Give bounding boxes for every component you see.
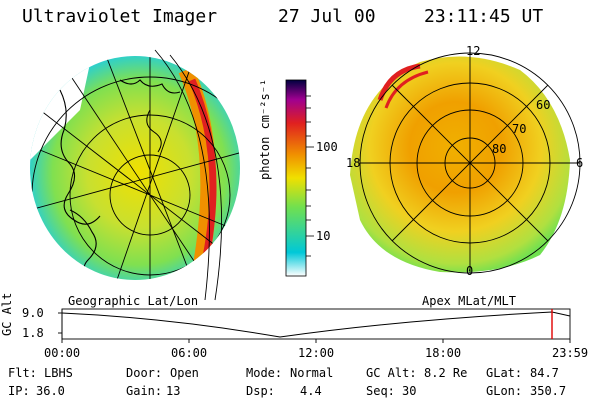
time-tick-1800: 18:00 <box>425 346 462 360</box>
status-ip-label: IP: <box>8 384 30 398</box>
status-mode-value: Normal <box>290 366 334 380</box>
colorbar-tick-100: 100 <box>316 140 338 154</box>
status-dsp-value: 4.4 <box>300 384 322 398</box>
geographic-caption: Geographic Lat/Lon <box>68 294 199 308</box>
mlat-label-80: 80 <box>492 142 507 156</box>
status-flt-label: Flt: <box>8 366 37 380</box>
status-gcalt-value: 8.2 Re <box>424 366 468 380</box>
time-label: 23:11:45 UT <box>424 6 544 27</box>
time-tick-1200: 12:00 <box>298 346 335 360</box>
time-tick-0000: 00:00 <box>44 346 81 360</box>
status-glat-label: GLat: <box>486 366 523 380</box>
geographic-image <box>30 49 240 301</box>
mlt-label-0: 0 <box>466 264 474 278</box>
mlt-label-12: 12 <box>466 44 481 58</box>
magnetic-polar-plot <box>350 52 581 274</box>
mlat-label-60: 60 <box>536 98 551 112</box>
date-label: 27 Jul 00 <box>278 6 376 27</box>
altitude-plot <box>58 308 571 343</box>
alt-tick-9: 9.0 <box>22 306 44 320</box>
status-door-label: Door: <box>126 366 163 380</box>
status-door-value: Open <box>170 366 199 380</box>
status-gain-label: Gain: <box>126 384 163 398</box>
status-gcalt-label: GC Alt: <box>366 366 417 380</box>
status-glon-value: 350.7 <box>530 384 567 398</box>
status-seq-label: Seq: <box>366 384 395 398</box>
status-ip-value: 36.0 <box>36 384 65 398</box>
status-dsp-label: Dsp: <box>246 384 275 398</box>
status-seq-value: 30 <box>402 384 417 398</box>
colorbar-tick-10: 10 <box>316 229 331 243</box>
status-mode-label: Mode: <box>246 366 283 380</box>
time-tick-2359: 23:59 <box>552 346 589 360</box>
apex-caption: Apex MLat/MLT <box>422 294 516 308</box>
status-glat-value: 84.7 <box>530 366 559 380</box>
mlat-label-70: 70 <box>512 122 527 136</box>
status-glon-label: GLon: <box>486 384 523 398</box>
mlt-label-6: 6 <box>576 156 584 170</box>
mlt-label-18: 18 <box>346 156 361 170</box>
status-flt-value: LBHS <box>44 366 73 380</box>
status-gain-value: 13 <box>166 384 181 398</box>
colorbar-unit-label: photon cm⁻²s⁻¹ <box>258 78 272 180</box>
color-scale-bar <box>285 79 314 277</box>
alt-tick-1-8: 1.8 <box>22 326 44 340</box>
gc-alt-axis-title: GC Alt <box>0 292 14 336</box>
instrument-title: Ultraviolet Imager <box>22 6 218 27</box>
time-tick-0600: 06:00 <box>171 346 208 360</box>
